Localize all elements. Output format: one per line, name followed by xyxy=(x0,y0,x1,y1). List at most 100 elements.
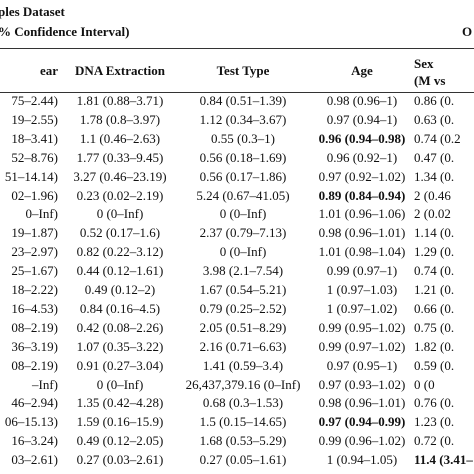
table-cell: 0.89 (0.84–0.94) xyxy=(318,187,406,203)
table-cell: 0.96 (0.94–0.98) xyxy=(318,130,406,146)
table-cell: 0.75 (0. xyxy=(414,319,455,335)
table-cell: 08–2.19) xyxy=(11,357,58,373)
table-cell: 0.97 (0.94–1) xyxy=(326,111,398,127)
table-cell: 0.97 (0.94–0.99) xyxy=(318,414,406,430)
table-cell: 0.98 (0.96–1.01) xyxy=(318,395,406,411)
table-cell: 25–1.67) xyxy=(11,263,58,279)
table-cell: 1.12 (0.34–3.67) xyxy=(199,111,287,127)
table-cell: 1.77 (0.33–9.45) xyxy=(76,149,164,165)
table-cell: 46–2.94) xyxy=(11,395,58,411)
table-cell: 0.47 (0. xyxy=(414,149,455,165)
table-cell: 11.4 (3.41– xyxy=(414,452,473,468)
column-header: Test Type xyxy=(216,63,270,78)
table-cell: 0.99 (0.95–1.02) xyxy=(318,319,406,335)
table-cell: 0.56 (0.18–1.69) xyxy=(199,149,287,165)
column-header: Sex xyxy=(414,56,434,71)
table-cell: 2 (0.02 xyxy=(414,206,451,222)
table-cell: 18–3.41) xyxy=(11,130,58,146)
table-cell: 0.72 (0. xyxy=(414,433,455,449)
table-cell: 1.81 (0.88–3.71) xyxy=(76,93,164,108)
table-cell: 0.44 (0.12–1.61) xyxy=(76,263,164,279)
right-heading: O xyxy=(462,24,473,39)
table-cell: 0.49 (0.12–2) xyxy=(84,282,156,297)
table-cell: 1.07 (0.35–3.22) xyxy=(76,338,164,354)
table-cell: 1.59 (0.16–15.9) xyxy=(76,414,164,430)
table-cell: 0.91 (0.27–3.04) xyxy=(76,357,164,373)
table-cell: 0.27 (0.03–2.61) xyxy=(76,452,164,468)
table-cell: 23–2.97) xyxy=(11,244,58,260)
column-header: Age xyxy=(351,63,373,78)
table-cell: 0.98 (0.96–1) xyxy=(326,93,398,108)
table-cell: 75–2.44) xyxy=(11,93,58,108)
table-cell: 16–3.24) xyxy=(11,433,58,449)
table-cell: 1.29 (0. xyxy=(414,244,455,260)
table-cell: 06–15.13) xyxy=(4,414,58,430)
table-cell: 19–1.87) xyxy=(11,225,58,241)
table-cell: 2.37 (0.79–7.13) xyxy=(199,225,287,241)
table-cell: 1 (0.94–1.05) xyxy=(326,452,398,468)
table-cell: 0.97 (0.93–1.02) xyxy=(318,376,406,392)
table-cell: 0 (0 xyxy=(414,376,435,392)
table-cell: 0.49 (0.12–2.05) xyxy=(76,433,164,449)
table-cell: 0.99 (0.97–1.02) xyxy=(318,338,406,354)
table-cell: 0.66 (0. xyxy=(414,300,455,316)
table-cell: 0.63 (0. xyxy=(414,111,455,127)
table-cell: 1 (0.97–1.02) xyxy=(326,300,398,316)
table-cell: 1.01 (0.96–1.06) xyxy=(318,206,406,222)
table-cell: 1.78 (0.8–3.97) xyxy=(79,111,161,127)
table-cell: 0.84 (0.16–4.5) xyxy=(79,300,161,316)
table-cell: 2.05 (0.51–8.29) xyxy=(199,319,287,335)
table-cell: 3.98 (2.1–7.54) xyxy=(202,263,284,279)
table-cell: 0.74 (0. xyxy=(414,263,455,279)
table-cell: 5.24 (0.67–41.05) xyxy=(196,187,290,203)
table-cell: 0.59 (0. xyxy=(414,357,455,373)
table-cell: 52–8.76) xyxy=(11,149,58,165)
subtitle: % Confidence Interval) xyxy=(0,24,130,39)
table-cell: 0.79 (0.25–2.52) xyxy=(199,300,287,316)
table-cell: 0.84 (0.51–1.39) xyxy=(199,93,287,108)
table-cell: 0.74 (0.2 xyxy=(414,130,461,146)
table-cell: 18–2.22) xyxy=(11,282,58,297)
table-cell: 0.52 (0.17–1.6) xyxy=(79,225,161,241)
table-cell: 0.96 (0.92–1) xyxy=(326,149,398,165)
table-cell: 0.82 (0.22–3.12) xyxy=(76,244,164,260)
table-cell: 1.14 (0. xyxy=(414,225,455,241)
rule xyxy=(0,92,474,93)
table-cell: 1.41 (0.59–3.4) xyxy=(202,357,284,373)
table-cell: 26,437,379.16 (0–Inf) xyxy=(185,376,301,392)
table-cell: 1.67 (0.54–5.21) xyxy=(199,282,287,297)
table-cell: 1.01 (0.98–1.04) xyxy=(318,244,406,260)
column-subheader: (M vs xyxy=(414,73,446,88)
table-cell: 1.68 (0.53–5.29) xyxy=(199,433,287,449)
table-cell: 0 (0–Inf) xyxy=(219,206,267,222)
title: ples Dataset xyxy=(0,4,65,19)
table-cell: 0.27 (0.05–1.61) xyxy=(199,452,287,468)
table-cell: 16–4.53) xyxy=(11,300,58,316)
rule xyxy=(0,48,474,49)
table-cell: 08–2.19) xyxy=(11,319,58,335)
table-cell: 0.99 (0.96–1.02) xyxy=(318,433,406,449)
table-cell: 1 (0.97–1.03) xyxy=(326,282,398,297)
column-header: ear xyxy=(39,63,58,78)
table-cell: 3.27 (0.46–23.19) xyxy=(73,168,167,184)
table-cell: 51–14.14) xyxy=(4,168,58,184)
table-cell: 0.86 (0. xyxy=(414,93,455,108)
table-cell: 1.82 (0. xyxy=(414,338,455,354)
table-cell: 0 (0–Inf) xyxy=(96,376,144,392)
table-cell: 0.23 (0.02–2.19) xyxy=(76,187,164,203)
table-cell: 0.56 (0.17–1.86) xyxy=(199,168,287,184)
table-cell: 0.55 (0.3–1) xyxy=(211,130,275,146)
table-cell: 0.97 (0.92–1.02) xyxy=(318,168,406,184)
table-cell: 1.21 (0. xyxy=(414,282,455,297)
table-cell: 1.23 (0. xyxy=(414,414,455,430)
table-cell: 0.76 (0. xyxy=(414,395,455,411)
table-cell: 19–2.55) xyxy=(11,111,58,127)
table-cell: 1.34 (0. xyxy=(414,168,455,184)
table-cell: 0.99 (0.97–1) xyxy=(326,263,398,279)
table-cell: 2.16 (0.71–6.63) xyxy=(199,338,287,354)
table-cell: 1.5 (0.15–14.65) xyxy=(199,414,287,430)
table-cell: 1.35 (0.42–4.28) xyxy=(76,395,164,411)
table-cell: 0.97 (0.95–1) xyxy=(326,357,398,373)
table-cell: 1.1 (0.46–2.63) xyxy=(79,130,161,146)
